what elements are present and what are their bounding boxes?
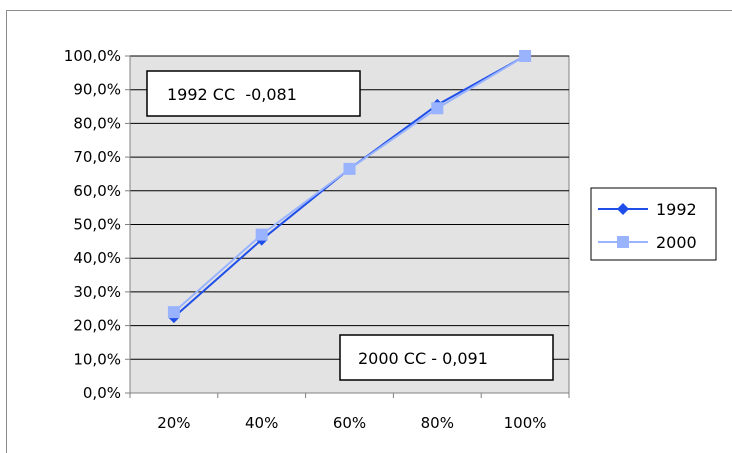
x-axis-tick-labels: 20% 40% 60% 80% 100%	[157, 414, 546, 432]
data-point-2000	[167, 306, 180, 319]
annotation-text-1992: 1992 CC -0,081	[167, 85, 297, 104]
x-tick-label: 80%	[421, 414, 454, 432]
series-2000	[167, 50, 532, 319]
y-tick-label: 60,0%	[73, 182, 121, 200]
axes	[125, 55, 570, 398]
annotation-box-1992: 1992 CC -0,081	[146, 70, 361, 117]
y-tick-label: 90,0%	[73, 81, 121, 99]
annotation-text-2000: 2000 CC - 0,091	[358, 349, 488, 368]
y-axis-tick-labels: 0,0% 10,0% 20,0% 30,0% 40,0% 50,0% 60,0% 70,0% 8…	[64, 47, 121, 402]
y-tick-label: 0,0%	[83, 384, 121, 402]
y-tick-label: 30,0%	[73, 283, 121, 301]
y-tick-label: 40,0%	[73, 249, 121, 267]
data-point-2000	[519, 50, 532, 62]
legend-marker-1992	[617, 203, 629, 215]
x-tick-label: 20%	[157, 414, 190, 432]
x-tick-label: 40%	[245, 414, 278, 432]
data-point-2000	[431, 102, 444, 115]
annotation-box-2000: 2000 CC - 0,091	[339, 334, 554, 381]
legend-label-1992: 1992	[656, 200, 697, 219]
y-tick-label: 70,0%	[73, 148, 121, 166]
data-point-2000	[255, 228, 268, 241]
data-point-2000	[343, 162, 356, 175]
y-tick-label: 80,0%	[73, 114, 121, 132]
y-tick-label: 50,0%	[73, 216, 121, 234]
legend-marker-2000	[617, 236, 629, 248]
y-tick-label: 100,0%	[64, 47, 121, 65]
x-tick-label: 60%	[333, 414, 366, 432]
x-tick-label: 100%	[504, 414, 547, 432]
series-layer	[167, 50, 532, 324]
legend: 1992 2000	[590, 187, 717, 261]
y-tick-label: 20,0%	[73, 317, 121, 335]
y-tick-label: 10,0%	[73, 350, 121, 368]
legend-label-2000: 2000	[656, 233, 697, 252]
